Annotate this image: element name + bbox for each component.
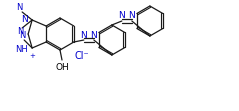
Text: N: N [91,31,97,40]
Text: N: N [16,4,22,13]
Text: N: N [19,31,25,40]
Text: N: N [17,28,23,37]
Text: N: N [129,12,135,21]
Text: Cl⁻: Cl⁻ [75,51,89,61]
Text: N: N [119,12,125,21]
Text: N: N [81,31,87,40]
Text: NH: NH [15,46,28,55]
Text: +: + [29,53,35,59]
Text: OH: OH [55,63,69,72]
Text: N: N [22,16,28,25]
